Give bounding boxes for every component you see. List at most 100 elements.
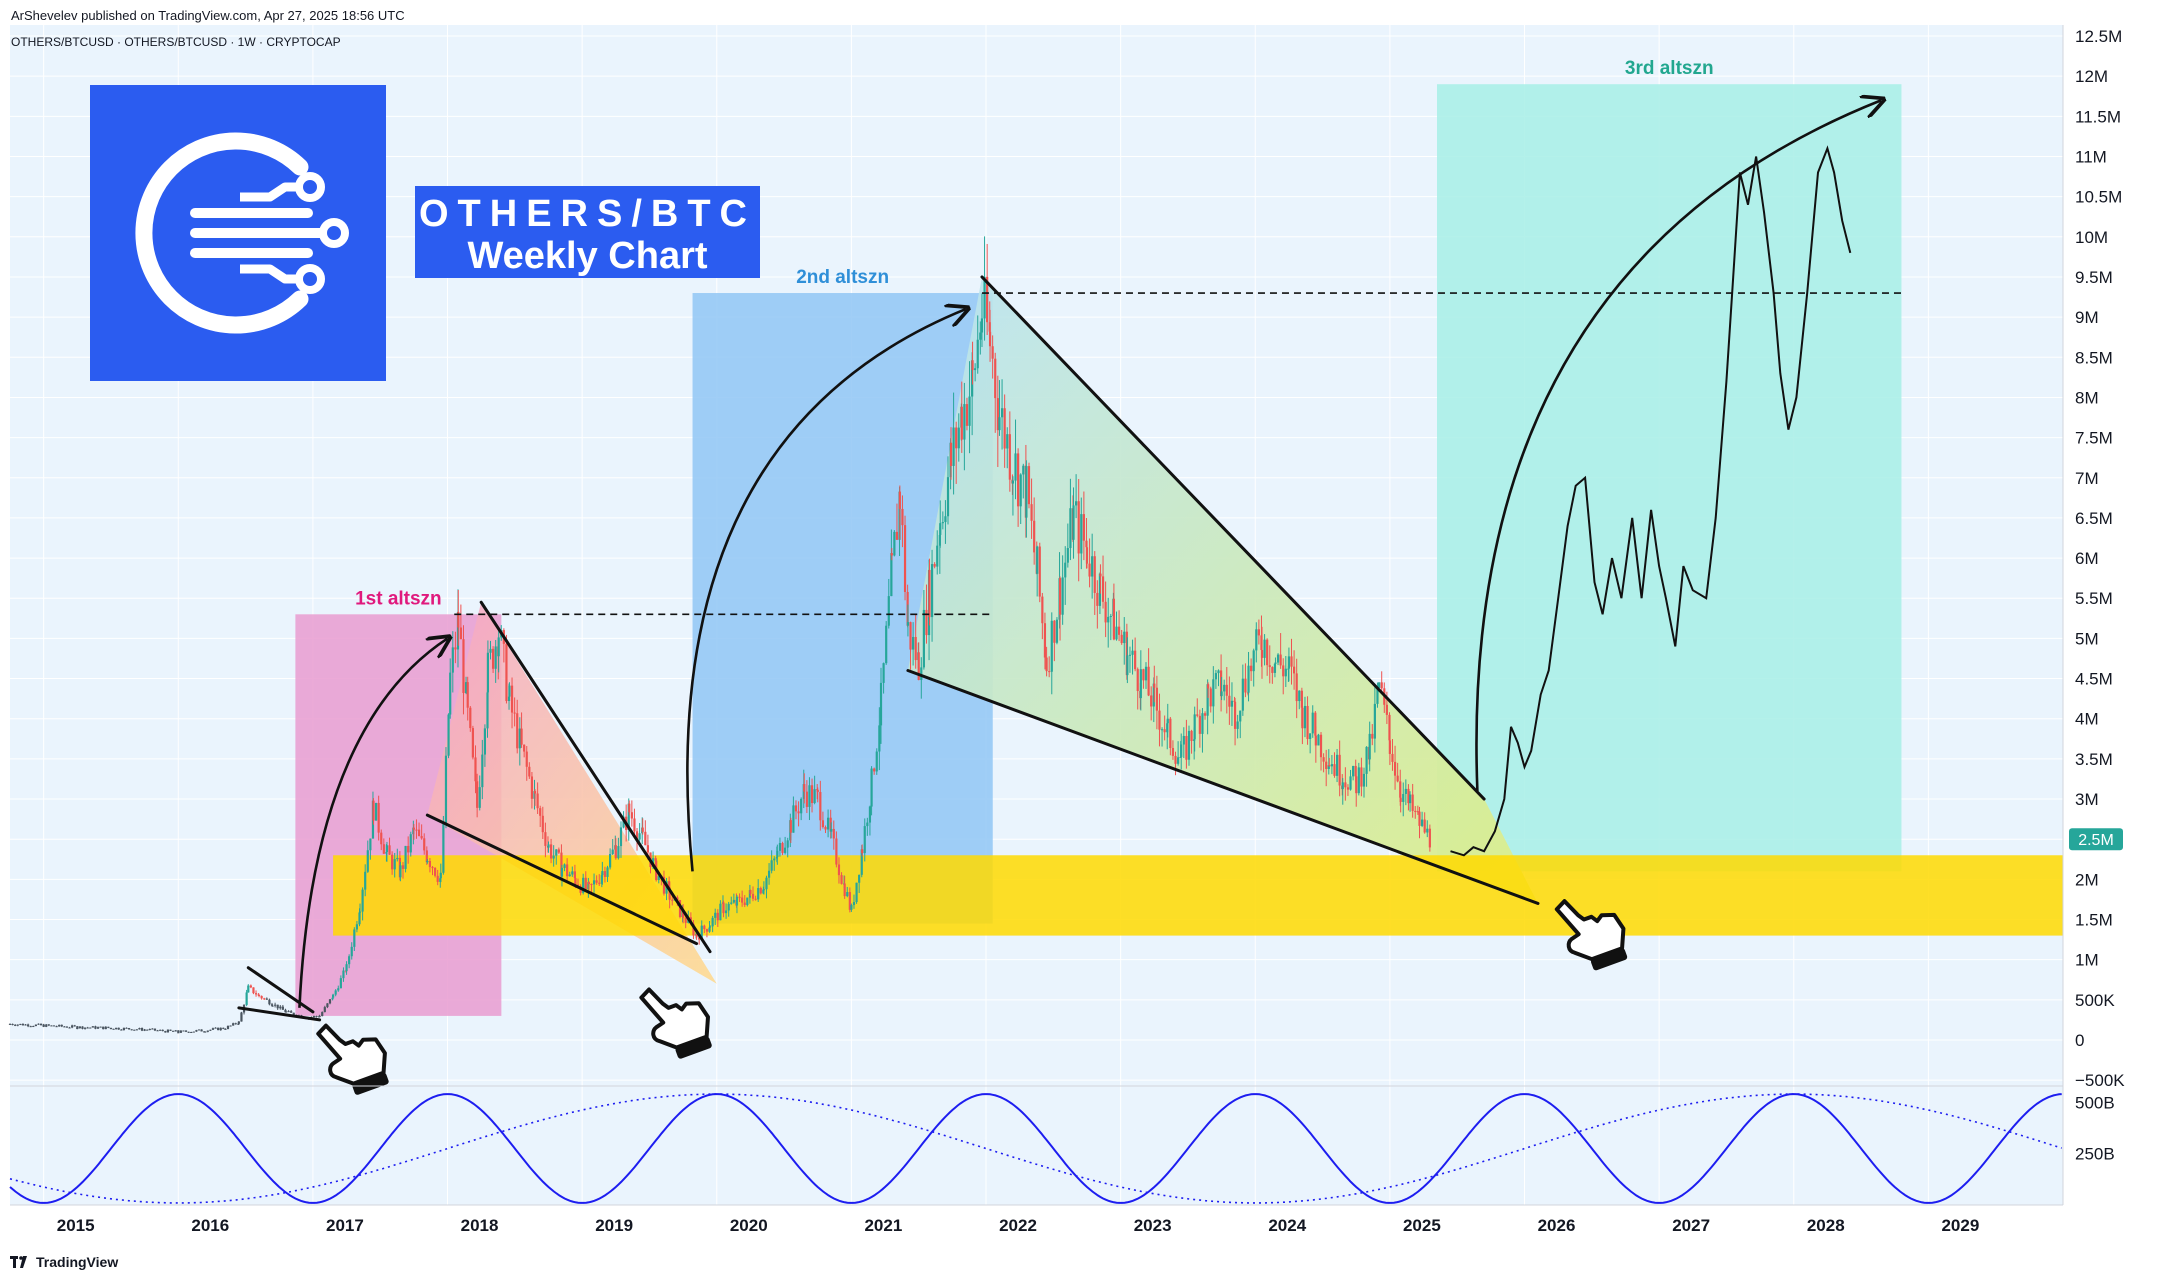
candle-body <box>657 875 660 881</box>
candle-body <box>412 827 415 835</box>
candle-body <box>469 707 472 729</box>
candle-body <box>366 850 369 872</box>
candle-body <box>229 1025 232 1027</box>
time-tick-label: 2025 <box>1403 1216 1441 1235</box>
candle-body <box>24 1024 27 1026</box>
candle-body <box>1279 654 1282 666</box>
candle-body <box>466 682 469 708</box>
candle-body <box>451 647 454 673</box>
candle-body <box>976 339 979 369</box>
candle-body <box>1309 733 1312 739</box>
candle-body <box>1236 721 1239 729</box>
candle-body <box>635 831 639 840</box>
candle-body <box>955 427 958 449</box>
candle-body <box>903 525 907 592</box>
candle-body <box>885 625 888 664</box>
candle-body <box>1282 665 1285 677</box>
time-tick-label: 2016 <box>191 1216 229 1235</box>
candle-body <box>1158 710 1161 730</box>
candle-body <box>810 785 814 804</box>
candle-body <box>925 609 928 636</box>
oscillator-tick-label: 500B <box>2075 1093 2115 1112</box>
candle-body <box>837 864 841 876</box>
candle-body <box>1327 765 1330 770</box>
candle-body <box>358 911 362 913</box>
oscillator-dotted-wave <box>9 1093 2062 1204</box>
time-tick-label: 2027 <box>1672 1216 1710 1235</box>
candle-body <box>292 1012 295 1015</box>
candle-body <box>633 818 636 832</box>
candle-body <box>1385 704 1388 715</box>
candle-body <box>700 925 703 940</box>
candle-body <box>1112 598 1116 640</box>
candle-body <box>1196 714 1199 716</box>
candle-body <box>1260 650 1264 658</box>
candle-body <box>1006 434 1009 449</box>
price-tick-label: 11M <box>2075 147 2107 166</box>
zone-label-2: 2nd altszn <box>796 267 889 288</box>
candle-body <box>45 1024 48 1027</box>
time-tick-label: 2026 <box>1538 1216 1576 1235</box>
candle-body <box>1025 466 1028 518</box>
candle-body <box>1301 707 1304 729</box>
candle-body <box>1160 729 1164 731</box>
candle-body <box>525 751 528 767</box>
candle-body <box>439 878 442 882</box>
candle-body <box>442 824 445 873</box>
candle-body <box>668 887 671 900</box>
candle-body <box>204 1031 207 1033</box>
candle-body <box>949 442 953 466</box>
candle-body <box>541 815 544 833</box>
candle-body <box>1365 746 1368 774</box>
candle-body <box>584 877 587 890</box>
hand-shape <box>1554 899 1626 962</box>
candle-body <box>315 1016 318 1018</box>
candle-body <box>224 1028 227 1030</box>
candle-body <box>240 1012 243 1022</box>
candle-body <box>385 845 389 852</box>
curved-arrow-1 <box>298 638 447 1008</box>
candle-body <box>491 648 495 669</box>
candle-body <box>60 1024 63 1027</box>
candle-body <box>1126 655 1129 676</box>
candle-body <box>415 829 418 831</box>
candle-body <box>1230 700 1234 707</box>
candle-body <box>401 865 405 869</box>
candle-body <box>1220 691 1223 697</box>
candle-body <box>1362 773 1366 787</box>
candle-body <box>1223 684 1226 692</box>
candle-body <box>784 847 787 853</box>
candle-body <box>177 1032 180 1034</box>
candle-body <box>355 924 359 930</box>
price-tick-label: 12M <box>2075 67 2108 86</box>
candle-body <box>746 897 749 906</box>
candle-body <box>614 845 617 859</box>
candle-body <box>222 1027 225 1029</box>
candle-body <box>1011 480 1015 484</box>
candle-body <box>1206 684 1209 716</box>
candle-body <box>770 860 773 871</box>
candle-body <box>1250 665 1253 672</box>
candle-body <box>439 872 442 879</box>
candle-body <box>1179 756 1182 758</box>
price-tick-label: 0 <box>2075 1031 2084 1050</box>
candle-body <box>922 609 925 668</box>
candle-body <box>323 1007 326 1013</box>
projection-path <box>1450 145 1852 857</box>
candle-body <box>433 867 437 876</box>
candle-body <box>169 1029 172 1031</box>
candle-body <box>226 1025 230 1030</box>
candle-body <box>174 1030 177 1032</box>
candle-body <box>1033 520 1036 553</box>
candle-body <box>1131 650 1134 655</box>
candle-body <box>11 1023 14 1025</box>
price-candles <box>8 236 1431 1034</box>
candle-body <box>115 1027 118 1030</box>
price-tick-label: 10M <box>2075 228 2108 247</box>
candle-body <box>399 865 402 878</box>
candle-body <box>478 787 481 808</box>
candle-body <box>1147 666 1150 696</box>
candle-body <box>587 882 590 890</box>
candle-body <box>1260 635 1263 651</box>
